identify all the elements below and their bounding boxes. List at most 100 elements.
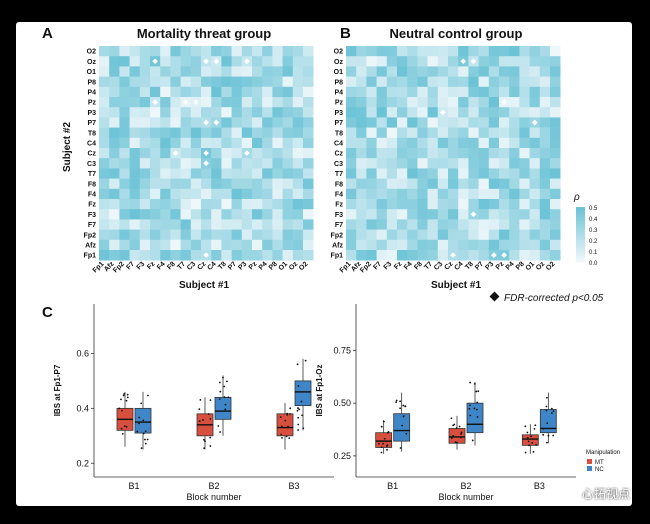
heatmap-cell [272, 107, 283, 118]
heatmap-cell [488, 117, 500, 128]
heatmap-cell [356, 219, 367, 230]
heatmap-cell [201, 229, 212, 241]
heatmap-x-tick: Fz [393, 260, 404, 271]
heatmap-cell [539, 250, 551, 261]
heatmap-cell [303, 229, 314, 241]
heatmap-cell [99, 56, 110, 67]
heatmap-cell [478, 158, 490, 169]
heatmap-cell [170, 117, 181, 128]
heatmap-cell [366, 107, 377, 118]
data-point [383, 437, 386, 440]
heatmap-cell [129, 158, 141, 169]
heatmap-cell [499, 239, 510, 251]
data-point [146, 438, 149, 441]
heatmap-cell [180, 107, 192, 118]
heatmap-cell [458, 199, 469, 210]
heatmap-cell [282, 46, 294, 57]
data-point [226, 380, 228, 383]
heatmap-cell [448, 127, 459, 139]
heatmap-cell [272, 66, 283, 77]
heatmap-cell [119, 127, 130, 139]
heatmap-cell [407, 97, 418, 108]
data-point [121, 432, 124, 435]
heatmap-cell [241, 188, 253, 200]
heatmap-cell [488, 97, 500, 108]
heatmap-cell [262, 76, 273, 88]
heatmap-cell [376, 229, 388, 241]
data-point [534, 424, 537, 427]
heatmap-cell [109, 56, 120, 67]
heatmap-cell [437, 229, 449, 241]
heatmap-cell [417, 107, 428, 118]
significance-diamond [172, 150, 179, 156]
heatmap-cell [488, 107, 500, 118]
heatmap-x-tick: O2 [545, 261, 557, 273]
heatmap-cell [150, 117, 161, 128]
heatmap-cell [211, 168, 222, 179]
heatmap-cell [262, 148, 273, 159]
data-point [300, 400, 303, 403]
heatmap-cell [407, 46, 418, 57]
heatmap-cell [272, 148, 283, 159]
heatmap-y-tick: F8 [335, 181, 343, 188]
colorbar-segment [576, 212, 585, 216]
heatmap-y-tick: T7 [88, 171, 96, 178]
heatmap-cell [292, 117, 304, 128]
heatmap-cell [427, 127, 439, 139]
heatmap-cell [427, 188, 439, 200]
heatmap-cell [211, 199, 222, 210]
heatmap-cell [437, 250, 449, 261]
heatmap-cell [282, 178, 294, 190]
heatmap-cell [539, 188, 551, 200]
colorbar: ρ 0.5 0.4 0.3 0.2 0.1 0.0 [573, 192, 598, 267]
heatmap-cell [468, 127, 479, 139]
heatmap-cell [386, 127, 398, 139]
heatmap-cell [231, 66, 243, 77]
heatmap-cell [129, 168, 141, 179]
heatmap-cell [488, 148, 500, 159]
heatmap-cell [190, 117, 202, 128]
heatmap-cell [139, 158, 151, 169]
heatmap-cell [170, 188, 181, 200]
heatmap-cell [529, 56, 541, 67]
heatmap-cell [478, 219, 490, 230]
heatmap-cell [252, 219, 263, 230]
heatmap-cell [272, 127, 283, 139]
heatmap-cell [448, 188, 459, 200]
heatmap-cell [397, 46, 408, 57]
heatmap-cell [386, 188, 398, 200]
heatmap-cell [292, 168, 304, 179]
heatmap-cell [437, 168, 449, 179]
heatmap-cell [180, 239, 192, 251]
heatmap-cell [292, 250, 304, 261]
heatmap-cell [262, 66, 273, 77]
data-point [302, 427, 305, 430]
heatmap-cell [448, 97, 459, 108]
heatmap-cell [160, 199, 171, 210]
heatmap-cell [448, 229, 459, 241]
heatmap-cell [427, 56, 439, 67]
heatmap-cell [303, 56, 314, 67]
heatmap-cell [119, 229, 130, 241]
colorbar-segment [576, 231, 585, 235]
heatmap-cell [346, 199, 357, 210]
heatmap-cell [303, 117, 314, 128]
data-point [402, 404, 405, 407]
heatmap-cell [170, 250, 181, 261]
heatmap-cell [509, 97, 520, 108]
heatmap-cell [509, 168, 520, 179]
heatmap-cell [282, 250, 294, 261]
box-mt [276, 413, 294, 437]
heatmap-cell [190, 66, 202, 77]
heatmap-cell [519, 56, 530, 67]
heatmap-cell [139, 107, 151, 118]
heatmap-cell [468, 168, 479, 179]
fdr-diamond-icon [489, 291, 500, 302]
heatmap-cell [550, 178, 561, 190]
panel-b-letter: B [340, 25, 351, 42]
data-point [531, 442, 534, 444]
heatmap-y-tick: O2 [334, 49, 343, 56]
heatmap-x-tick: T7 [423, 261, 434, 272]
heatmap-cell [458, 178, 469, 190]
heatmap-cell [150, 178, 161, 190]
